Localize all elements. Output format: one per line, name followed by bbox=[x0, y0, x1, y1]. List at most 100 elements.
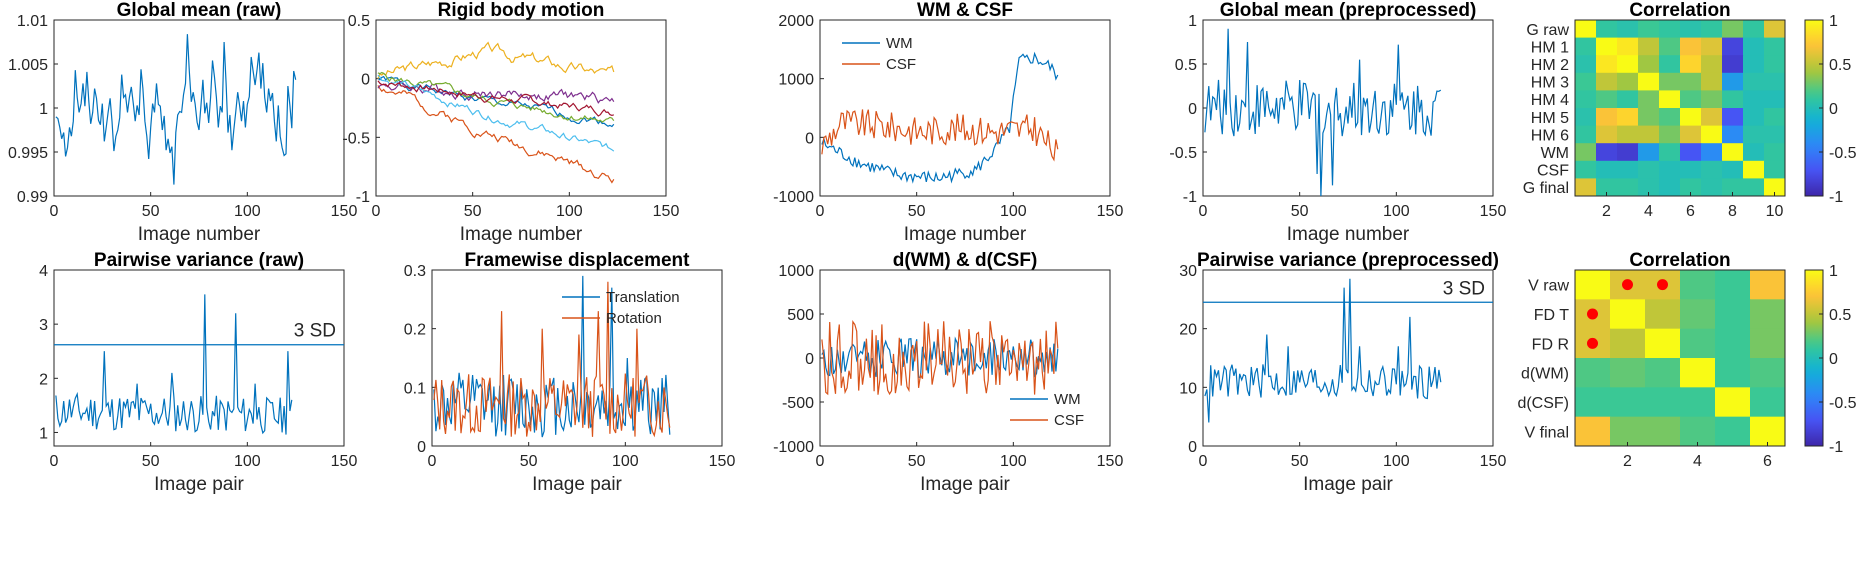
x-tick-label: 0 bbox=[428, 453, 437, 470]
x-tick-label: 4 bbox=[1644, 203, 1653, 220]
x-tick-label: 50 bbox=[464, 203, 482, 220]
heatmap-cell bbox=[1596, 37, 1618, 56]
heatmap-cell bbox=[1596, 90, 1618, 109]
series-group bbox=[55, 34, 297, 185]
x-axis-label: Image pair bbox=[920, 474, 1010, 495]
heatmap-cell bbox=[1617, 20, 1639, 39]
x-axis-label: Image number bbox=[904, 224, 1027, 245]
heatmap-cell bbox=[1715, 358, 1751, 388]
heatmap-cell bbox=[1722, 55, 1744, 74]
heatmap-cell bbox=[1743, 143, 1765, 162]
y-tick-label: -1000 bbox=[773, 439, 814, 456]
heatmap-cell bbox=[1715, 270, 1751, 300]
plot-area bbox=[1574, 19, 1786, 197]
series-line-1 bbox=[1204, 28, 1442, 196]
x-tick-label: 100 bbox=[1000, 453, 1027, 470]
x-tick-label: 50 bbox=[908, 203, 926, 220]
y-tick-label: 0 bbox=[805, 351, 814, 368]
heatmap-cell bbox=[1596, 143, 1618, 162]
x-tick-label: 6 bbox=[1763, 453, 1772, 470]
heatmap-cell bbox=[1645, 328, 1681, 359]
y-tick-label: -500 bbox=[782, 395, 814, 412]
heatmap-cell bbox=[1575, 37, 1597, 56]
heatmap-cell bbox=[1750, 328, 1786, 359]
heatmap-cell bbox=[1659, 20, 1681, 39]
heatmap-cell bbox=[1715, 299, 1751, 330]
heatmap-cell bbox=[1575, 72, 1597, 91]
heatmap-cell bbox=[1638, 125, 1660, 144]
row-label: G raw bbox=[1526, 22, 1569, 39]
y-tick-label: -1000 bbox=[773, 189, 814, 206]
heatmap-cell bbox=[1764, 108, 1786, 127]
heatmap-cell bbox=[1617, 55, 1639, 74]
heatmap-cell bbox=[1701, 37, 1723, 56]
row-label: FD T bbox=[1534, 307, 1569, 324]
y-tick-label: 1 bbox=[39, 101, 48, 118]
heatmap-cell bbox=[1617, 125, 1639, 144]
y-tick-label: 1.005 bbox=[8, 57, 48, 74]
x-tick-label: 2 bbox=[1602, 203, 1611, 220]
row-label: V final bbox=[1525, 424, 1569, 441]
chart-title: Global mean (raw) bbox=[117, 0, 282, 21]
heatmap-cell bbox=[1722, 20, 1744, 39]
heatmap-cell bbox=[1645, 358, 1681, 388]
heatmap-cell bbox=[1638, 90, 1660, 109]
x-tick-label: 150 bbox=[1480, 453, 1507, 470]
heatmap-cell bbox=[1617, 108, 1639, 127]
heatmap-cell bbox=[1680, 160, 1702, 179]
series-group bbox=[377, 41, 615, 184]
y-tick-label: 10 bbox=[1179, 380, 1197, 397]
heatmap-cell bbox=[1701, 72, 1723, 91]
series-line-2 bbox=[377, 85, 615, 184]
legend-entry: CSF bbox=[1054, 412, 1084, 429]
row-label: V raw bbox=[1528, 278, 1569, 295]
y-tick-label: 0.5 bbox=[348, 13, 370, 30]
series-line-2 bbox=[821, 319, 1059, 396]
heatmap-cell bbox=[1680, 328, 1716, 359]
heatmap-cell bbox=[1722, 108, 1744, 127]
x-tick-label: 0 bbox=[1199, 203, 1208, 220]
series-line-3 bbox=[377, 41, 615, 79]
heatmap-cell bbox=[1596, 160, 1618, 179]
heatmap-cell bbox=[1575, 143, 1597, 162]
x-tick-label: 150 bbox=[1480, 203, 1507, 220]
heatmap-cell bbox=[1617, 160, 1639, 179]
heatmap-cell bbox=[1575, 20, 1597, 39]
heatmap-cell bbox=[1575, 55, 1597, 74]
heatmap-cell bbox=[1617, 178, 1639, 197]
heatmap-cell bbox=[1575, 125, 1597, 144]
series-group bbox=[55, 294, 293, 435]
heatmap-cell bbox=[1764, 178, 1786, 197]
heatmap-cell bbox=[1645, 299, 1681, 330]
heatmap-cell bbox=[1659, 72, 1681, 91]
heatmap-cell bbox=[1638, 143, 1660, 162]
chart-title: Correlation bbox=[1629, 0, 1730, 21]
y-tick-label: 500 bbox=[787, 307, 814, 324]
colorbar-tick-label: -0.5 bbox=[1829, 395, 1857, 412]
y-tick-label: 1 bbox=[1188, 13, 1197, 30]
x-tick-label: 150 bbox=[709, 453, 736, 470]
heatmap-cell bbox=[1680, 143, 1702, 162]
heatmap-cell bbox=[1701, 160, 1723, 179]
heatmap-cell bbox=[1638, 160, 1660, 179]
y-tick-label: 2000 bbox=[778, 13, 814, 30]
heatmap-cell bbox=[1701, 125, 1723, 144]
x-tick-label: 50 bbox=[908, 453, 926, 470]
series-line-6 bbox=[377, 74, 615, 152]
y-tick-label: 1.01 bbox=[17, 13, 48, 30]
heatmap-cell bbox=[1596, 125, 1618, 144]
chart-p10: Correlation V raw FD T FD R d(WM) d(CSF) V fin… bbox=[1517, 250, 1856, 470]
y-tick-label: -0.5 bbox=[342, 130, 370, 147]
x-tick-label: 10 bbox=[1766, 203, 1784, 220]
heatmap-cell bbox=[1722, 178, 1744, 197]
heatmap-cell bbox=[1750, 270, 1786, 300]
colorbar-tick-label: 0 bbox=[1829, 101, 1838, 118]
row-label: d(CSF) bbox=[1517, 395, 1569, 412]
heatmap-cell bbox=[1610, 387, 1646, 418]
threshold-label: 3 SD bbox=[1443, 278, 1485, 299]
series-line-2 bbox=[433, 281, 671, 438]
x-tick-label: 0 bbox=[816, 453, 825, 470]
heatmap-cell bbox=[1680, 90, 1702, 109]
